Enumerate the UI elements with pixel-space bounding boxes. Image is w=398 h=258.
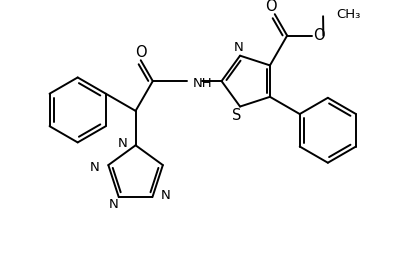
Text: S: S	[232, 108, 242, 123]
Text: N: N	[233, 41, 243, 54]
Text: N: N	[161, 189, 171, 202]
Text: O: O	[135, 45, 146, 60]
Text: CH₃: CH₃	[336, 8, 361, 21]
Text: O: O	[265, 0, 277, 14]
Text: NH: NH	[193, 77, 213, 91]
Text: N: N	[109, 198, 119, 211]
Text: N: N	[118, 137, 128, 150]
Text: N: N	[90, 162, 100, 174]
Text: O: O	[313, 28, 324, 43]
